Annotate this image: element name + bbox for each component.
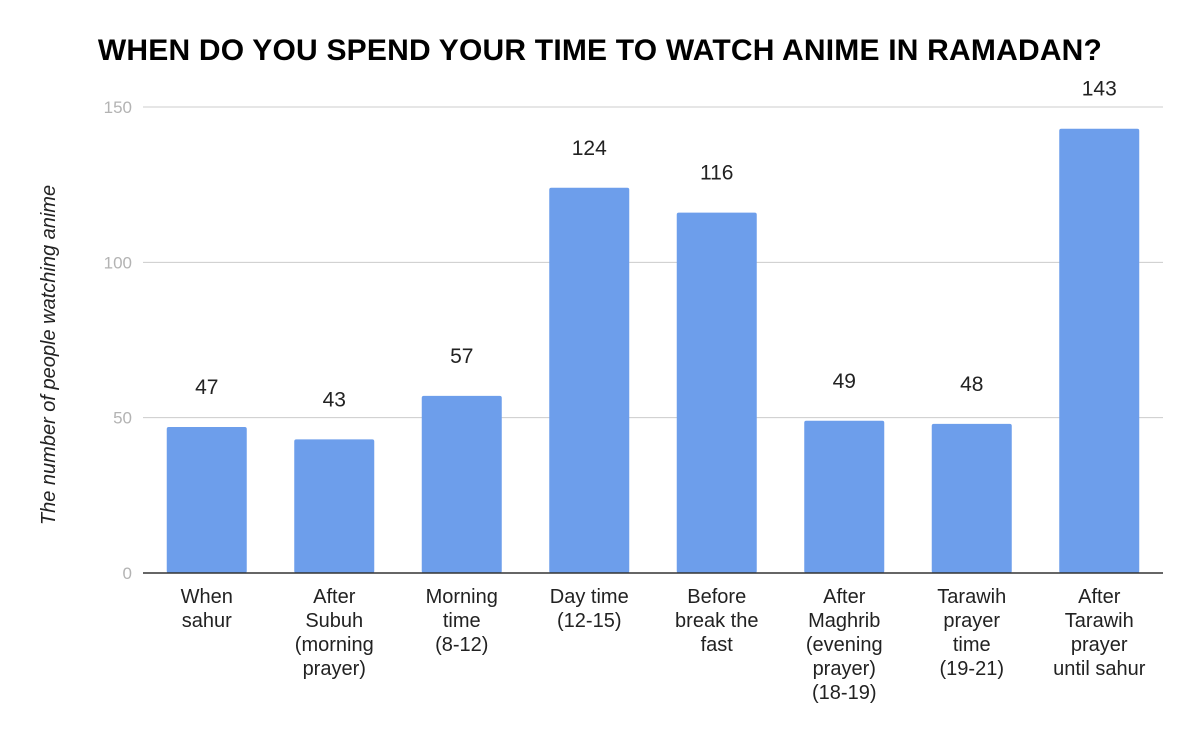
category-label-line: (19-21): [940, 658, 1004, 680]
category-label-line: (morning: [295, 634, 374, 656]
category-label-line: Day time: [550, 586, 629, 608]
bar: [1059, 128, 1140, 573]
category-label-line: until sahur: [1053, 658, 1146, 680]
category-label: Tarawih prayer time (19-21): [937, 586, 1006, 680]
category-label-line: When: [181, 586, 233, 608]
category-label: Morning time (8-12): [426, 586, 498, 656]
category-label-line: After: [313, 586, 356, 608]
value-label: 116: [700, 162, 733, 185]
bars: [166, 128, 1140, 574]
value-label: 57: [450, 345, 473, 368]
category-label-line: (8-12): [435, 634, 488, 656]
category-label-line: (evening: [806, 634, 883, 656]
category-label-line: Tarawih: [1065, 610, 1134, 632]
category-label-line: prayer): [303, 658, 366, 680]
category-label-line: prayer: [943, 610, 1000, 632]
y-tick-label: 100: [104, 253, 132, 272]
value-label: 49: [833, 370, 856, 393]
category-label: After Subuh (morning prayer): [295, 586, 374, 680]
category-label-line: (12-15): [557, 610, 621, 632]
bar: [676, 212, 757, 574]
value-label: 124: [572, 137, 607, 160]
bar: [804, 420, 885, 573]
value-label: 143: [1082, 78, 1117, 101]
value-label: 43: [323, 388, 346, 411]
category-label-line: sahur: [182, 610, 232, 632]
y-axis-ticks: 0 50 100 150: [104, 98, 132, 583]
category-label-line: Before: [687, 586, 746, 608]
category-label: Day time (12-15): [550, 586, 629, 632]
category-label-line: prayer): [813, 658, 876, 680]
category-label-line: prayer: [1071, 634, 1128, 656]
bar: [294, 439, 375, 573]
category-label-line: Subuh: [305, 610, 363, 632]
bar: [421, 395, 502, 573]
category-label-line: fast: [701, 634, 734, 656]
category-label: After Tarawih prayer until sahur: [1053, 586, 1146, 680]
bar: [166, 426, 247, 573]
category-label: When sahur: [181, 586, 233, 632]
category-label-line: Maghrib: [808, 610, 880, 632]
value-labels: 47 43 57 124 116 49 48 143: [195, 78, 1117, 412]
y-tick-label: 0: [123, 564, 132, 583]
category-label-line: break the: [675, 610, 758, 632]
chart-title: WHEN DO YOU SPEND YOUR TIME TO WATCH ANI…: [97, 34, 1103, 67]
category-label-line: Morning: [426, 586, 498, 608]
y-tick-label: 150: [104, 98, 132, 117]
category-label-line: time: [953, 634, 991, 656]
category-label-line: Tarawih: [937, 586, 1006, 608]
y-axis-label: The number of people watching anime: [38, 185, 60, 525]
bar: [549, 187, 630, 574]
value-label: 47: [195, 376, 218, 399]
value-label: 48: [960, 373, 983, 396]
category-label: Before break the fast: [675, 586, 758, 656]
category-label-line: (18-19): [812, 682, 876, 704]
y-tick-label: 50: [113, 409, 132, 428]
category-label-line: time: [443, 610, 481, 632]
category-label-line: After: [1078, 586, 1121, 608]
bar: [931, 423, 1012, 573]
category-label: After Maghrib (evening prayer) (18-19): [806, 586, 883, 704]
category-label-line: After: [823, 586, 866, 608]
gridlines: [143, 106, 1163, 419]
